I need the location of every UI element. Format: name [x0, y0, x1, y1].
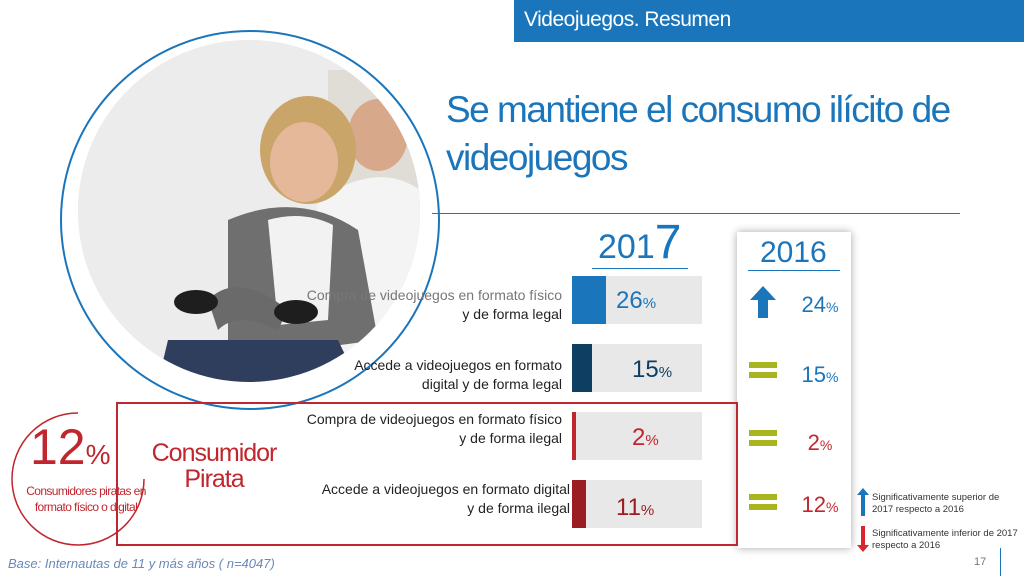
row-4-label: Accede a videojuegos en formato digital … — [290, 480, 570, 518]
row-3-value-number: 2 — [632, 424, 646, 451]
row-4-value-2016-unit: % — [826, 499, 839, 515]
row-2-value: 15% — [632, 356, 672, 384]
row-4-value-number: 11 — [616, 494, 641, 521]
row-2-value-2016-number: 15 — [801, 362, 827, 387]
row-1-value-2016: 24% — [790, 292, 850, 318]
pirate-percent-number: 12 — [30, 419, 86, 475]
row-4-value-2016: 12% — [790, 492, 850, 518]
equal-icon — [749, 430, 777, 450]
row-1-bar-fill — [572, 276, 606, 324]
row-2-label-line2: digital y de forma legal — [421, 376, 562, 392]
row-4-value-2016-number: 12 — [801, 492, 827, 517]
row-1-bar-track — [572, 276, 702, 324]
row-2-value-number: 15 — [632, 356, 659, 383]
legend-up-text: Significativamente superior de 2017 resp… — [872, 492, 1000, 515]
pirate-percent-ring — [11, 412, 145, 546]
row-1-value: 26% — [616, 287, 656, 315]
row-3-label: Compra de videojuegos en formato físico … — [282, 410, 562, 448]
row-4-value-unit: % — [640, 502, 655, 519]
equal-icon — [749, 362, 777, 382]
corner-divider — [1000, 548, 1001, 576]
year-2017-underline — [592, 268, 688, 269]
row-2-label: Accede a videojuegos en formato digital … — [282, 356, 562, 394]
row-3-value-2016-unit: % — [819, 437, 833, 453]
base-footnote: Base: Internautas de 11 y más años ( n=4… — [8, 556, 275, 571]
photo-frame-ring — [60, 30, 440, 410]
year-2017-heading: 2017 — [598, 215, 681, 270]
pirate-title-line1: Consumidor — [151, 439, 278, 467]
row-2-bar-fill — [572, 344, 592, 392]
row-1-label: Compra de videojuegos en formato físico … — [282, 286, 562, 324]
row-1-label-line1: Compra de videojuegos en formato físico — [306, 287, 562, 303]
slide-title-line1: Se mantiene el consumo ilícito de — [446, 89, 951, 130]
row-2-value-2016-unit: % — [826, 369, 839, 385]
slide-title: Se mantiene el consumo ilícito de videoj… — [446, 86, 986, 182]
row-3-value-2016: 2% — [790, 430, 850, 456]
row-3-value: 2% — [632, 424, 659, 452]
row-1-value-2016-number: 24 — [801, 292, 827, 317]
row-2-value-unit: % — [658, 364, 673, 381]
row-4-bar-track — [572, 480, 702, 528]
row-4-label-line2: y de forma ilegal — [467, 500, 570, 516]
row-2-bar-track — [572, 344, 702, 392]
equal-icon — [749, 494, 777, 514]
pirate-consumer-box — [116, 402, 738, 546]
pirate-percent-unit: % — [85, 439, 111, 470]
row-4-value: 11% — [616, 494, 654, 522]
title-divider — [432, 213, 960, 214]
row-1-label-line2: y de forma legal — [462, 306, 562, 322]
pirate-title-line2: Pirata — [184, 465, 244, 493]
page-number: 17 — [974, 556, 987, 568]
pirate-percent: 12% — [30, 418, 111, 476]
row-1-value-unit: % — [642, 295, 657, 312]
row-3-value-unit: % — [645, 432, 659, 449]
row-3-label-line1: Compra de videojuegos en formato físico — [306, 411, 562, 427]
year-2017-suffix: 7 — [654, 216, 682, 269]
pirate-title: Consumidor Pirata — [146, 440, 282, 492]
row-2-value-2016: 15% — [790, 362, 850, 388]
slide-title-line2: videojuegos — [446, 137, 628, 178]
up-arrow-icon — [750, 286, 776, 318]
year-2016-heading: 2016 — [760, 236, 827, 269]
row-3-bar-fill — [572, 412, 576, 460]
row-3-bar-track — [572, 412, 702, 460]
row-1-value-2016-unit: % — [826, 299, 839, 315]
pirate-description: Consumidores piratas en formato físico o… — [26, 484, 146, 514]
row-1-value-number: 26 — [616, 287, 643, 314]
year-2016-underline — [748, 270, 840, 271]
legend-up-arrow-icon — [857, 488, 869, 516]
row-4-label-line1: Accede a videojuegos en formato digital — [321, 481, 570, 497]
year-2017-prefix: 201 — [598, 228, 655, 266]
row-2-label-line1: Accede a videojuegos en formato — [354, 357, 562, 373]
row-4-bar-fill — [572, 480, 586, 528]
legend-down-arrow-icon — [857, 526, 869, 552]
row-3-label-line2: y de forma ilegal — [459, 430, 562, 446]
row-3-value-2016-number: 2 — [807, 430, 820, 455]
legend-down-text: Significativamente inferior de 2017 resp… — [872, 528, 1018, 551]
gamers-photo — [78, 40, 420, 382]
section-header-bar: Videojuegos. Resumen — [514, 0, 1024, 42]
section-title: Videojuegos. Resumen — [524, 8, 731, 31]
